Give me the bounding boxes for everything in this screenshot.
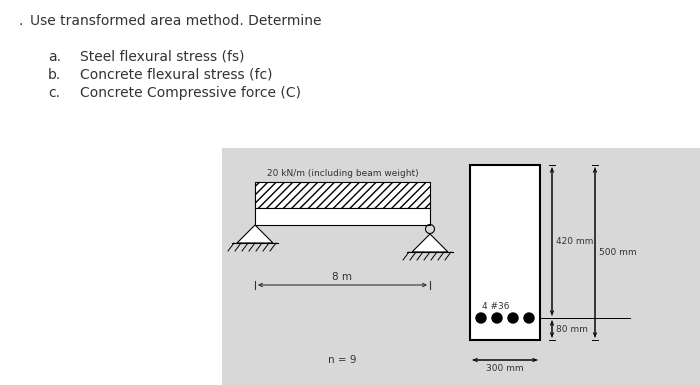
Text: 4 #36: 4 #36 bbox=[482, 302, 510, 311]
Text: .: . bbox=[18, 14, 22, 28]
Text: Use transformed area method. Determine: Use transformed area method. Determine bbox=[30, 14, 321, 28]
Circle shape bbox=[524, 313, 534, 323]
Text: c.: c. bbox=[48, 86, 60, 100]
Text: 420 mm: 420 mm bbox=[556, 237, 594, 246]
Bar bbox=[222, 148, 700, 385]
Text: b.: b. bbox=[48, 68, 62, 82]
Text: 20 kN/m (including beam weight): 20 kN/m (including beam weight) bbox=[267, 169, 419, 178]
Text: a.: a. bbox=[48, 50, 61, 64]
Circle shape bbox=[508, 313, 518, 323]
Text: 8 m: 8 m bbox=[332, 272, 353, 282]
Text: Concrete Compressive force (C): Concrete Compressive force (C) bbox=[80, 86, 301, 100]
Bar bbox=[470, 165, 540, 340]
Bar bbox=[255, 182, 430, 208]
Polygon shape bbox=[412, 234, 448, 252]
Text: 300 mm: 300 mm bbox=[486, 364, 524, 373]
Polygon shape bbox=[237, 225, 273, 243]
Text: 500 mm: 500 mm bbox=[599, 248, 636, 257]
Bar bbox=[255, 208, 430, 225]
Circle shape bbox=[492, 313, 502, 323]
Circle shape bbox=[476, 313, 486, 323]
Text: n = 9: n = 9 bbox=[328, 355, 357, 365]
Text: 80 mm: 80 mm bbox=[556, 325, 588, 333]
Text: Concrete flexural stress (fc): Concrete flexural stress (fc) bbox=[80, 68, 272, 82]
Text: Steel flexural stress (fs): Steel flexural stress (fs) bbox=[80, 50, 244, 64]
